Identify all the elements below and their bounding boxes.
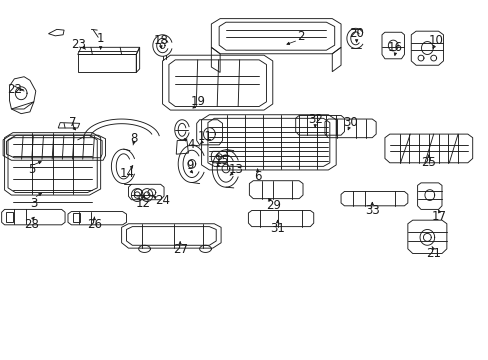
Text: 9: 9 xyxy=(186,159,193,172)
Text: 30: 30 xyxy=(343,116,357,129)
Text: 5: 5 xyxy=(28,163,35,176)
Text: 11: 11 xyxy=(198,130,213,144)
Text: 19: 19 xyxy=(190,95,205,108)
Text: 31: 31 xyxy=(270,222,285,235)
Text: 33: 33 xyxy=(364,204,379,217)
Text: 1: 1 xyxy=(97,32,104,45)
Text: 13: 13 xyxy=(228,163,243,176)
Text: 10: 10 xyxy=(427,33,442,47)
Text: 28: 28 xyxy=(24,218,39,231)
Text: 14: 14 xyxy=(120,167,135,180)
Text: 18: 18 xyxy=(153,33,168,47)
Text: 29: 29 xyxy=(265,199,281,212)
Text: 26: 26 xyxy=(87,218,102,231)
Text: 21: 21 xyxy=(425,247,440,260)
Text: 20: 20 xyxy=(348,27,364,40)
Text: 8: 8 xyxy=(130,132,137,145)
Text: 17: 17 xyxy=(431,210,446,223)
Text: 25: 25 xyxy=(421,156,435,169)
Text: 16: 16 xyxy=(387,41,402,54)
Text: 3: 3 xyxy=(30,197,38,210)
Text: 32: 32 xyxy=(307,113,322,126)
Text: 15: 15 xyxy=(215,154,229,167)
Text: 24: 24 xyxy=(155,194,170,207)
Text: 2: 2 xyxy=(296,30,304,43)
Text: 22: 22 xyxy=(7,83,22,96)
Text: 12: 12 xyxy=(135,197,150,210)
Text: 27: 27 xyxy=(172,243,187,256)
Text: 23: 23 xyxy=(71,38,86,51)
Text: 6: 6 xyxy=(253,170,261,183)
Text: 4: 4 xyxy=(187,138,194,151)
Text: 7: 7 xyxy=(69,116,77,129)
